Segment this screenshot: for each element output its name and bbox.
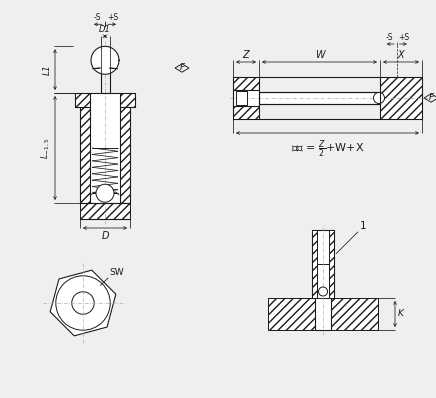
- Text: +S: +S: [399, 33, 409, 42]
- Text: L1: L1: [43, 64, 52, 75]
- Bar: [317, 264, 329, 298]
- Text: 1: 1: [360, 221, 367, 231]
- Text: D1: D1: [99, 25, 111, 34]
- Text: X: X: [398, 49, 404, 59]
- Text: W: W: [315, 49, 324, 59]
- Text: -S: -S: [94, 13, 101, 22]
- Text: -S: -S: [386, 33, 393, 42]
- Bar: [259, 92, 380, 104]
- Bar: [312, 230, 334, 298]
- Polygon shape: [92, 68, 118, 69]
- Circle shape: [319, 287, 327, 296]
- Bar: [120, 93, 135, 107]
- Text: 간격 = $\frac{Z}{2}$+W+X: 간격 = $\frac{Z}{2}$+W+X: [291, 139, 364, 160]
- Bar: [268, 298, 378, 330]
- Text: D: D: [101, 231, 109, 241]
- Circle shape: [96, 184, 114, 202]
- Text: K: K: [398, 310, 403, 318]
- Text: +S: +S: [107, 13, 118, 22]
- Bar: [315, 298, 331, 330]
- Bar: [80, 203, 130, 219]
- Bar: [75, 93, 90, 107]
- Circle shape: [374, 92, 385, 103]
- Bar: [233, 77, 259, 119]
- Text: Z: Z: [243, 49, 249, 59]
- Bar: [329, 230, 334, 298]
- Text: $L_{-1,5}$: $L_{-1,5}$: [40, 137, 52, 159]
- Polygon shape: [91, 46, 119, 74]
- Bar: [233, 90, 259, 106]
- Text: F: F: [429, 94, 433, 103]
- Text: SW: SW: [109, 268, 124, 277]
- Bar: [80, 107, 90, 203]
- Bar: [380, 77, 422, 119]
- Text: F: F: [180, 64, 184, 72]
- Bar: [236, 91, 247, 105]
- Polygon shape: [50, 270, 116, 336]
- Bar: [120, 107, 130, 203]
- Bar: [90, 93, 120, 203]
- Bar: [312, 230, 317, 298]
